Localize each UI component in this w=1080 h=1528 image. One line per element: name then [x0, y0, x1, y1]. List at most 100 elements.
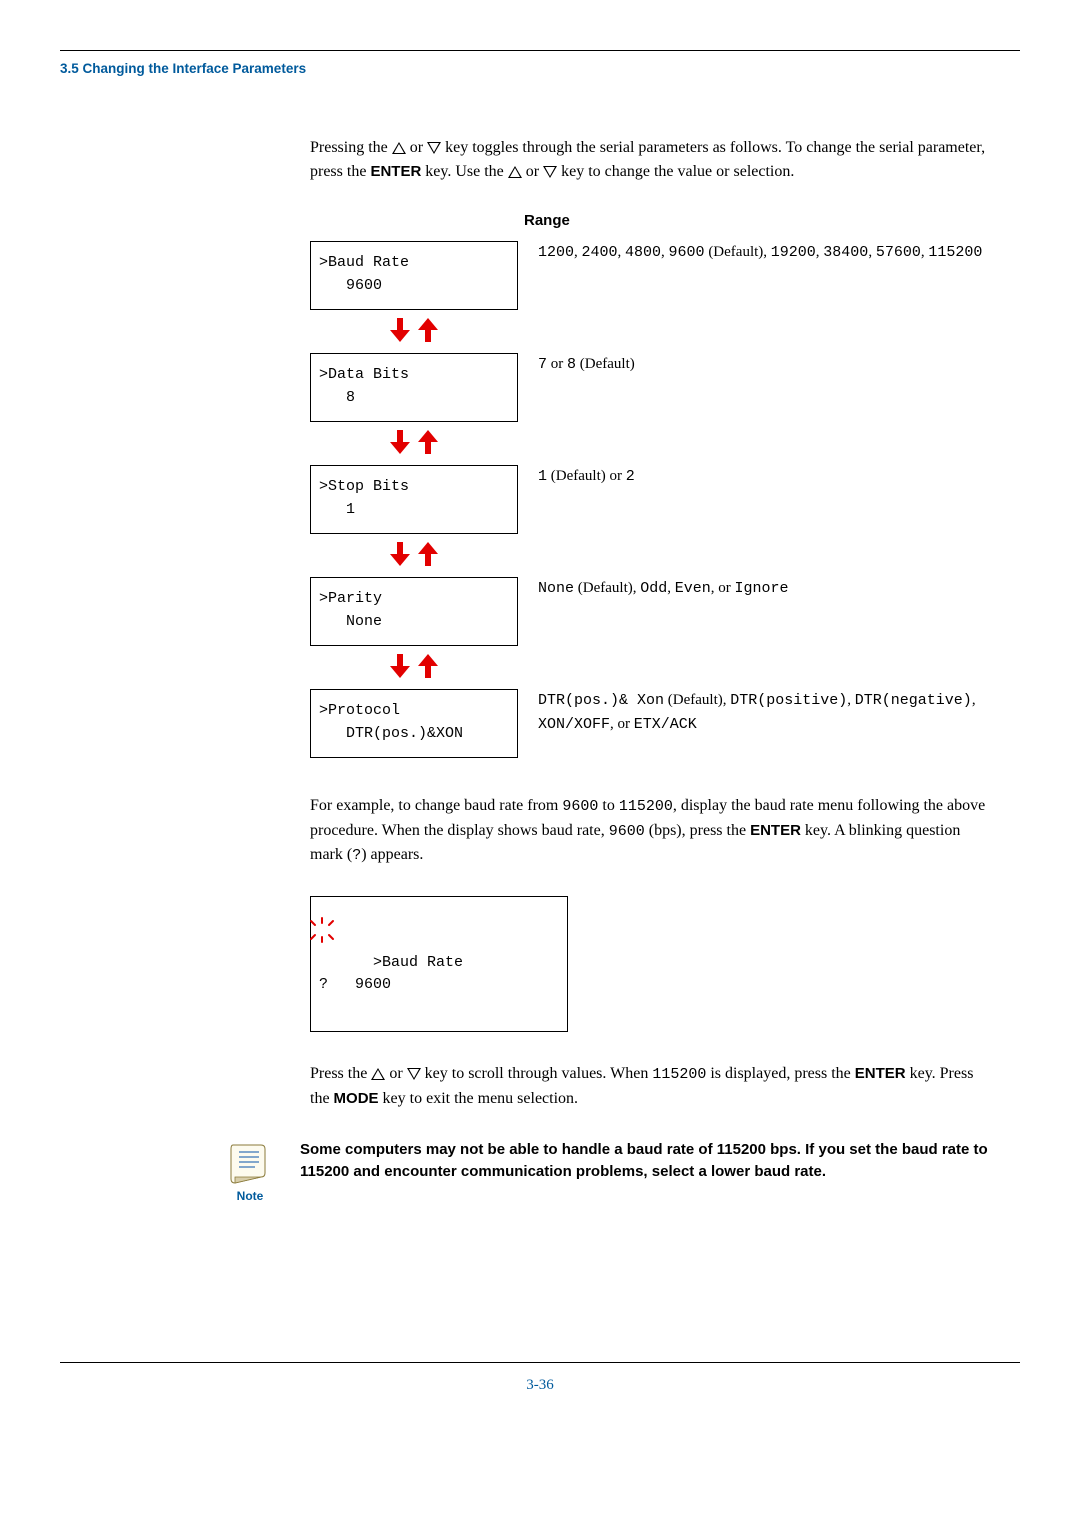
lcd-line1: >Baud Rate — [373, 954, 463, 971]
lcd-display: >Data Bits 8 — [310, 353, 518, 422]
example-paragraph: For example, to change baud rate from 96… — [310, 794, 990, 868]
range-value: 19200 — [771, 244, 816, 261]
param-row: >Data Bits 8 7 or 8 (Default) — [310, 353, 990, 422]
example-text: to — [598, 797, 618, 814]
triangle-up-icon — [508, 166, 522, 178]
example-value: 115200 — [619, 798, 673, 815]
nav-arrows — [310, 646, 518, 689]
enter-key-label: ENTER — [750, 822, 801, 839]
arrow-down-icon — [392, 542, 408, 566]
content: Pressing the or key toggles through the … — [310, 136, 990, 1111]
range-value: 2 — [626, 468, 635, 485]
range-value: 9600 — [669, 244, 705, 261]
page: 3.5 Changing the Interface Parameters Pr… — [0, 0, 1080, 1430]
param-row: >Stop Bits 1 1 (Default) or 2 — [310, 465, 990, 534]
range-value: 1 — [538, 468, 547, 485]
range-value: XON/XOFF — [538, 716, 610, 733]
lcd-display: >Protocol DTR(pos.)&XON — [310, 689, 518, 758]
lcd-line2: ? 9600 — [319, 976, 391, 993]
range-value: DTR(negative) — [855, 692, 972, 709]
range-value: (Default) or — [547, 468, 626, 484]
range-cell: 1 (Default) or 2 — [538, 465, 990, 489]
range-value: (Default) — [576, 356, 635, 372]
param-row: >Parity None None (Default), Odd, Even, o… — [310, 577, 990, 646]
note-block: Note Some computers may not be able to h… — [222, 1139, 990, 1203]
range-value: , — [667, 580, 675, 596]
after-value: 115200 — [652, 1066, 706, 1083]
after-text: is displayed, press the — [706, 1065, 854, 1082]
range-cell: None (Default), Odd, Even, or Ignore — [538, 577, 990, 601]
triangle-up-icon — [371, 1068, 385, 1080]
example-text: ) appears. — [361, 846, 423, 863]
range-value: 8 — [567, 356, 576, 373]
example-value: 9600 — [562, 798, 598, 815]
range-value: DTR(positive) — [730, 692, 847, 709]
range-value: , — [661, 244, 669, 260]
range-value: 4800 — [625, 244, 661, 261]
nav-arrows — [310, 534, 518, 577]
range-cell: 7 or 8 (Default) — [538, 353, 990, 377]
range-cell: 1200, 2400, 4800, 9600 (Default), 19200,… — [538, 241, 990, 265]
triangle-down-icon — [543, 166, 557, 178]
blink-rays-icon — [307, 915, 337, 945]
intro-paragraph: Pressing the or key toggles through the … — [310, 136, 990, 184]
intro-text-6: key to change the value or selection. — [557, 163, 794, 180]
enter-key-label: ENTER — [370, 163, 421, 180]
range-value: 57600 — [876, 244, 921, 261]
lcd-display: >Parity None — [310, 577, 518, 646]
page-number: 3-36 — [526, 1377, 554, 1393]
range-value: (Default), — [664, 692, 730, 708]
arrow-down-icon — [392, 430, 408, 454]
range-value: ETX/ACK — [634, 716, 697, 733]
example-value: ? — [352, 847, 361, 864]
range-value: DTR(pos.)& Xon — [538, 692, 664, 709]
example-text: For example, to change baud rate from — [310, 797, 562, 814]
range-value: 115200 — [928, 244, 982, 261]
triangle-down-icon — [407, 1068, 421, 1080]
note-label: Note — [222, 1189, 278, 1203]
param-row: >Baud Rate 96001200, 2400, 4800, 9600 (D… — [310, 241, 990, 310]
range-value: , or — [711, 580, 735, 596]
note-icon: Note — [222, 1139, 278, 1203]
after-text: or — [385, 1065, 406, 1082]
range-value: , — [868, 244, 876, 260]
lcd-display: >Stop Bits 1 — [310, 465, 518, 534]
after-paragraph: Press the or key to scroll through value… — [310, 1062, 990, 1111]
top-rule — [60, 50, 1020, 51]
arrow-up-icon — [420, 542, 436, 566]
params-list: >Baud Rate 96001200, 2400, 4800, 9600 (D… — [310, 241, 990, 758]
note-text: Some computers may not be able to handle… — [300, 1139, 990, 1184]
param-row: >Protocol DTR(pos.)&XON DTR(pos.)& Xon (D… — [310, 689, 990, 758]
intro-text-1: Pressing the — [310, 139, 392, 156]
range-value: , — [574, 244, 582, 260]
triangle-down-icon — [427, 142, 441, 154]
example-text: (bps), press the — [645, 822, 750, 839]
nav-arrows — [310, 422, 518, 465]
range-value: 1200 — [538, 244, 574, 261]
range-value: or — [547, 356, 567, 372]
range-value: 7 — [538, 356, 547, 373]
range-value: , or — [610, 716, 634, 732]
intro-text-4: key. Use the — [421, 163, 508, 180]
range-value: Odd — [640, 580, 667, 597]
range-value: , — [618, 244, 626, 260]
range-value: , — [972, 692, 976, 708]
range-value: 2400 — [582, 244, 618, 261]
mode-key-label: MODE — [334, 1090, 379, 1107]
page-footer: 3-36 — [60, 1362, 1020, 1394]
after-text: key to scroll through values. When — [421, 1065, 653, 1082]
triangle-up-icon — [392, 142, 406, 154]
intro-text-5: or — [522, 163, 543, 180]
arrow-down-icon — [392, 654, 408, 678]
arrow-down-icon — [392, 318, 408, 342]
range-value: Ignore — [735, 580, 789, 597]
example-value: 9600 — [609, 823, 645, 840]
lcd-display-example: >Baud Rate ? 9600 — [310, 896, 568, 1033]
enter-key-label: ENTER — [855, 1065, 906, 1082]
range-value: None — [538, 580, 574, 597]
range-value: (Default), — [705, 244, 771, 260]
range-header: Range — [524, 212, 990, 229]
section-header: 3.5 Changing the Interface Parameters — [60, 61, 1020, 76]
arrow-up-icon — [420, 654, 436, 678]
arrow-up-icon — [420, 430, 436, 454]
